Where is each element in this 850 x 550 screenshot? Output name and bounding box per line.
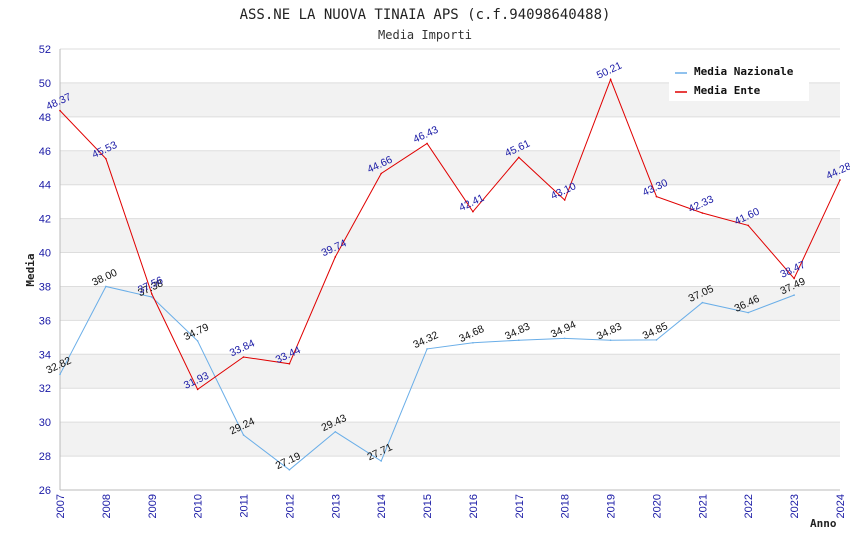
data-point <box>288 469 291 471</box>
grid-band <box>60 422 840 457</box>
data-label: 34.85 <box>641 320 670 342</box>
data-point <box>793 277 795 280</box>
data-point <box>150 293 153 295</box>
data-point <box>242 356 245 358</box>
data-label: 38.00 <box>90 267 119 289</box>
data-point <box>380 460 382 462</box>
grid-band <box>60 150 840 185</box>
data-label: 50.21 <box>595 60 624 82</box>
legend-label-media-nazionale: Media Nazionale <box>694 65 794 78</box>
y-tick-label: 34 <box>39 349 51 361</box>
data-point <box>59 109 61 112</box>
data-point <box>472 341 474 344</box>
y-tick-label: 32 <box>39 383 51 395</box>
data-point <box>426 142 428 145</box>
x-tick-label: 2024 <box>835 494 847 518</box>
data-label: 46.43 <box>411 124 440 146</box>
grid-band <box>60 354 840 389</box>
legend-box <box>669 59 809 101</box>
data-point <box>242 434 245 436</box>
data-point <box>609 339 612 342</box>
data-point <box>380 172 382 175</box>
y-tick-labels: 26 28 30 32 34 36 38 40 42 44 46 48 50 52 <box>39 44 51 497</box>
data-point <box>196 388 199 391</box>
data-point <box>150 296 153 298</box>
data-point <box>563 337 566 340</box>
series-line-media-ente <box>59 78 841 391</box>
data-point <box>747 311 750 314</box>
data-point <box>472 210 474 213</box>
x-tick-label: 2017 <box>514 494 526 518</box>
x-tick-label: 2018 <box>560 494 572 518</box>
y-tick-label: 36 <box>39 315 51 327</box>
y-tick-label: 26 <box>39 485 51 497</box>
x-tick-label: 2007 <box>55 494 67 518</box>
y-tick-label: 46 <box>39 146 51 158</box>
x-tick-label: 2010 <box>193 494 205 518</box>
plot-background-bands <box>60 82 840 457</box>
data-label: 42.33 <box>687 193 716 215</box>
data-point <box>518 156 520 159</box>
x-tick-label: 2016 <box>468 494 480 518</box>
x-axis-title: Anno <box>810 517 837 530</box>
data-point <box>105 285 107 288</box>
legend: Media Nazionale Media Ente <box>669 59 809 101</box>
data-point <box>59 373 61 376</box>
y-tick-label: 28 <box>39 451 51 463</box>
y-axis-title: Media <box>24 253 37 286</box>
data-point <box>701 301 704 304</box>
x-tick-label: 2008 <box>101 494 113 518</box>
data-point <box>334 256 337 258</box>
x-tick-label: 2013 <box>330 494 342 518</box>
data-point <box>105 157 107 160</box>
data-point <box>655 339 658 341</box>
y-tick-label: 40 <box>39 248 51 260</box>
y-tick-label: 38 <box>39 281 51 293</box>
x-tick-label: 2011 <box>239 494 251 518</box>
data-label: 34.94 <box>549 319 578 341</box>
y-tick-label: 52 <box>39 44 51 56</box>
data-point <box>518 339 520 342</box>
x-tick-label: 2014 <box>376 494 388 518</box>
data-point <box>609 78 612 81</box>
data-point <box>839 179 841 181</box>
y-tick-label: 42 <box>39 214 51 226</box>
data-label: 34.68 <box>457 323 486 345</box>
grid-band <box>60 286 840 321</box>
data-point <box>793 294 795 296</box>
gridlines <box>60 48 840 491</box>
x-tick-label: 2012 <box>284 494 296 518</box>
data-label: 34.83 <box>595 320 624 342</box>
x-tick-label: 2019 <box>606 494 618 518</box>
data-point <box>701 212 704 214</box>
series-lines <box>59 78 841 471</box>
data-point <box>747 224 750 227</box>
x-tick-label: 2021 <box>697 494 709 518</box>
y-tick-label: 44 <box>39 180 51 192</box>
data-point <box>288 363 291 365</box>
y-tick-label: 50 <box>39 78 51 90</box>
y-tick-label: 48 <box>39 112 51 124</box>
x-tick-label: 2020 <box>651 494 663 518</box>
data-label: 34.83 <box>503 320 532 342</box>
data-point <box>334 431 337 433</box>
data-point <box>196 340 199 342</box>
y-tick-label: 30 <box>39 417 51 429</box>
x-tick-label: 2009 <box>147 494 159 518</box>
data-point <box>563 199 566 201</box>
x-tick-label: 2015 <box>422 494 434 518</box>
data-point <box>655 195 658 198</box>
grid-band <box>60 218 840 253</box>
x-tick-label: 2023 <box>789 494 801 518</box>
chart-subtitle: Media Importi <box>378 28 472 42</box>
x-tick-label: 2022 <box>743 494 755 518</box>
data-point <box>426 348 428 350</box>
x-tick-labels: 2007 2008 2009 2010 2011 2012 2013 2014 2015 2016… <box>55 494 847 518</box>
chart-title: ASS.NE LA NUOVA TINAIA APS (c.f.94098640… <box>240 7 611 23</box>
legend-label-media-ente: Media Ente <box>694 84 761 97</box>
